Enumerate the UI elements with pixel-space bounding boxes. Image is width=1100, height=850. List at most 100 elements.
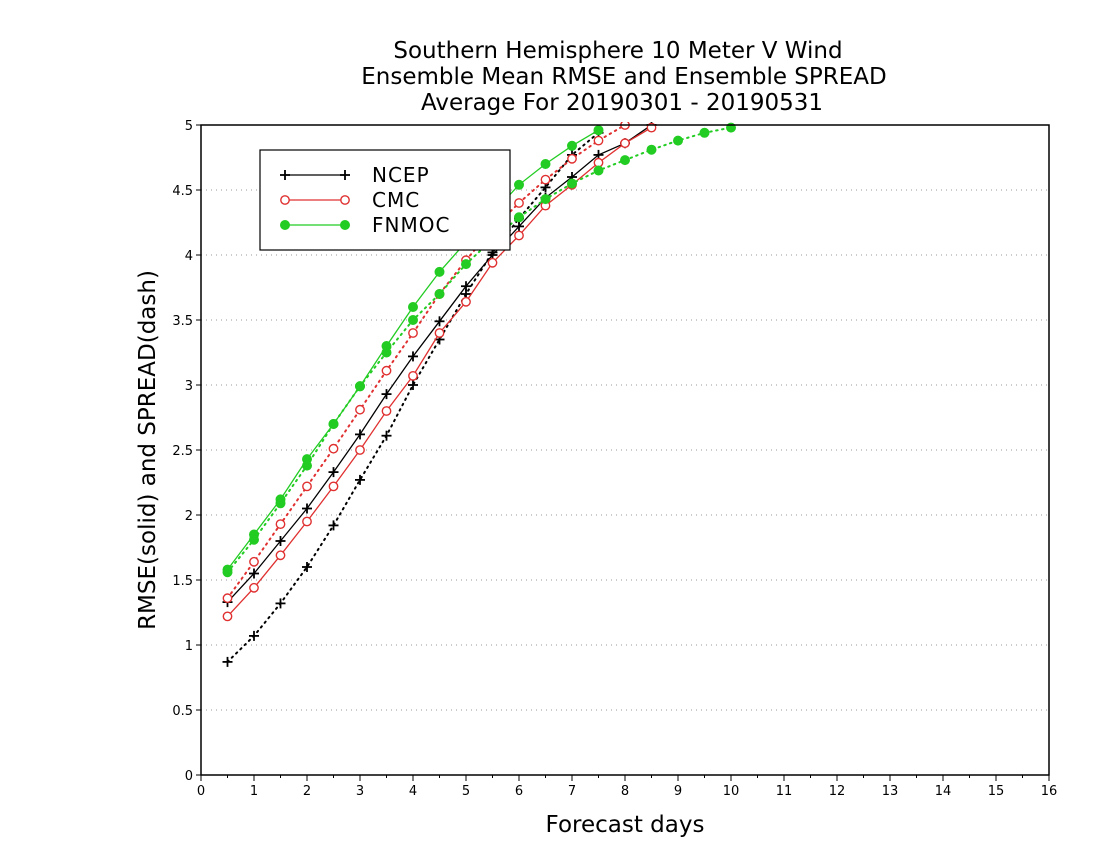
- data-point: [434, 266, 445, 277]
- data-point: [434, 328, 445, 338]
- data-point: [222, 593, 233, 604]
- data-point: [620, 155, 630, 166]
- data-point: [355, 474, 365, 485]
- data-point: [408, 380, 418, 390]
- legend-item-fnmoc: FNMOC: [280, 213, 450, 237]
- legend-label: CMC: [372, 188, 420, 212]
- data-point: [249, 630, 259, 641]
- data-point: [249, 556, 259, 567]
- x-tick-label: 0: [197, 784, 205, 799]
- legend-marker: [340, 195, 350, 205]
- data-point: [408, 328, 418, 338]
- series-cmc-rmse: [222, 122, 657, 622]
- x-tick-label: 1: [250, 784, 258, 799]
- x-tick-label: 16: [1041, 784, 1058, 799]
- x-tick-label: 6: [515, 784, 523, 799]
- data-point: [328, 520, 339, 531]
- x-tick-label: 14: [935, 784, 952, 799]
- x-axis-label: Forecast days: [546, 812, 705, 838]
- data-point: [673, 135, 683, 146]
- data-point: [381, 430, 392, 441]
- x-tick-label: 15: [988, 784, 1005, 799]
- data-point: [514, 198, 524, 208]
- data-point: [593, 125, 604, 136]
- data-point: [567, 140, 577, 151]
- data-point: [302, 460, 312, 471]
- data-point: [302, 481, 312, 492]
- series-line: [226, 131, 600, 663]
- data-point: [328, 467, 339, 478]
- data-point: [355, 381, 365, 392]
- data-point: [620, 138, 630, 149]
- y-tick-label: 1.5: [172, 574, 193, 589]
- data-point: [408, 370, 418, 381]
- legend-label: NCEP: [372, 163, 430, 187]
- title-line-2: Ensemble Mean RMSE and Ensemble SPREAD: [361, 64, 886, 90]
- data-point: [222, 567, 233, 578]
- data-point: [408, 315, 418, 325]
- gridlines: [201, 189, 1049, 711]
- data-point: [540, 174, 551, 185]
- title-line-3: Average For 20190301 - 20190531: [421, 90, 823, 116]
- y-tick-label: 3: [185, 379, 193, 394]
- legend-marker: [280, 170, 290, 180]
- data-point: [461, 259, 471, 270]
- legend-marker: [340, 170, 350, 180]
- data-point: [646, 144, 657, 155]
- x-tick-label: 5: [462, 784, 470, 799]
- legend-item-ncep: NCEP: [280, 163, 430, 187]
- data-point: [275, 498, 286, 509]
- y-tick-label: 5: [185, 119, 193, 134]
- x-tick-label: 13: [882, 784, 899, 799]
- data-point: [222, 611, 233, 622]
- data-point: [381, 365, 392, 376]
- y-axis-label: RMSE(solid) and SPREAD(dash): [135, 270, 161, 630]
- y-tick-label: 1: [185, 639, 193, 654]
- data-point: [434, 316, 445, 327]
- x-tick-label: 7: [568, 784, 576, 799]
- x-tick-label: 3: [356, 784, 364, 799]
- data-point: [302, 562, 312, 572]
- data-point: [540, 159, 551, 169]
- x-tick-label: 4: [409, 784, 417, 799]
- data-point: [249, 568, 259, 579]
- data-point: [381, 389, 392, 400]
- data-point: [593, 165, 604, 176]
- title-line-1: Southern Hemisphere 10 Meter V Wind: [393, 38, 842, 64]
- data-point: [381, 347, 392, 358]
- data-point: [355, 445, 365, 455]
- data-point: [302, 503, 312, 514]
- y-tick-label: 2.5: [172, 444, 193, 459]
- data-point: [355, 429, 365, 440]
- x-tick-label: 8: [621, 784, 629, 799]
- data-point: [328, 443, 339, 454]
- data-point: [381, 406, 392, 416]
- data-point: [275, 536, 286, 546]
- legend-marker: [280, 195, 290, 205]
- data-point: [302, 516, 312, 527]
- data-point: [275, 598, 286, 609]
- x-tick-label: 12: [829, 784, 846, 799]
- data-point: [593, 135, 604, 146]
- data-point: [275, 519, 286, 529]
- y-tick-label: 2: [185, 509, 193, 524]
- data-point: [222, 656, 233, 667]
- series-line: [226, 124, 626, 600]
- y-tick-label: 3.5: [172, 314, 193, 329]
- legend-label: FNMOC: [372, 213, 450, 237]
- x-tick-label: 11: [776, 784, 793, 799]
- data-point: [461, 296, 471, 307]
- y-tick-label: 0.5: [172, 704, 193, 719]
- y-tick-label: 4.5: [172, 184, 193, 199]
- legend-marker: [340, 220, 350, 230]
- data-point: [408, 302, 418, 312]
- legend-item-cmc: CMC: [280, 188, 420, 212]
- data-point: [567, 178, 577, 189]
- y-tick-label: 0: [185, 769, 193, 784]
- data-point: [567, 153, 577, 164]
- chart-title: Southern Hemisphere 10 Meter V Wind Ense…: [361, 38, 886, 116]
- data-point: [275, 550, 286, 561]
- data-point: [434, 289, 445, 299]
